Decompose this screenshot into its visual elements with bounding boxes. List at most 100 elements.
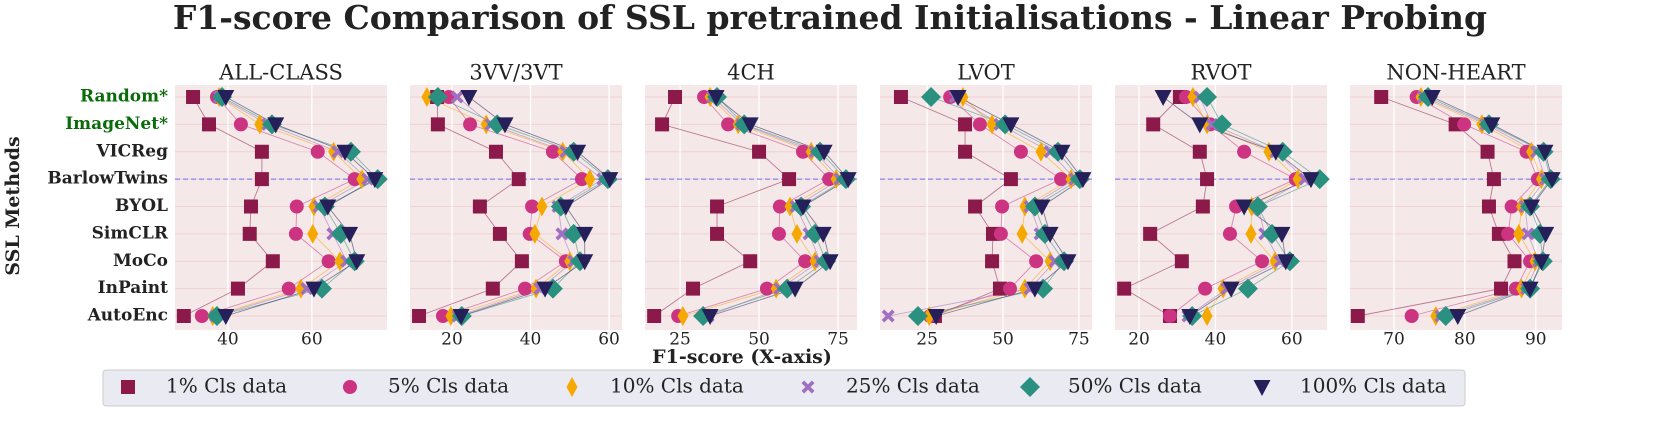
marker-circle	[795, 144, 810, 159]
marker-circle	[771, 226, 786, 241]
marker-thin_diamond	[809, 251, 821, 272]
marker-circle	[1237, 144, 1252, 159]
marker-square	[176, 309, 191, 323]
marker-circle	[972, 117, 987, 132]
x-tick-label: 40	[217, 330, 239, 350]
marker-triangle_down	[701, 309, 719, 325]
marker-circle	[721, 117, 736, 132]
x-tick-label: 80	[1454, 330, 1476, 350]
marker-circle	[798, 254, 813, 269]
marker-thin_diamond	[328, 141, 340, 162]
legend-label: 100% Cls data	[1300, 374, 1447, 398]
marker-triangle_down	[1521, 281, 1539, 298]
marker-square	[710, 226, 725, 241]
marker-triangle_down	[1543, 172, 1561, 189]
x-tick-label: 40	[520, 330, 542, 350]
marker-square	[1374, 90, 1389, 104]
marker-triangle_down	[1154, 90, 1172, 106]
marker-square	[472, 199, 487, 214]
marker-thin_diamond	[529, 223, 541, 244]
marker-thin_diamond	[564, 251, 576, 272]
marker-triangle_down	[1191, 117, 1209, 134]
y-tick-label: BarlowTwins	[47, 169, 168, 189]
panel-title: ALL-CLASS	[218, 61, 343, 85]
marker-circle	[759, 281, 774, 296]
marker-thin_diamond	[1245, 223, 1257, 244]
marker-square	[1350, 309, 1365, 323]
marker-square	[1481, 199, 1496, 214]
marker-triangle_down	[821, 254, 839, 271]
legend-box	[102, 369, 1466, 407]
marker-triangle_down	[1053, 144, 1071, 161]
x-tick-label: 40	[1205, 330, 1227, 350]
marker-square	[488, 144, 503, 159]
marker-triangle_down	[601, 172, 619, 189]
marker-circle	[993, 226, 1008, 241]
marker-triangle_down	[1523, 199, 1541, 216]
marker-circle	[1013, 144, 1028, 159]
marker-triangle_down	[366, 172, 384, 189]
marker-square	[1003, 172, 1018, 187]
marker-triangle_down	[1532, 254, 1550, 271]
marker-triangle_down	[815, 144, 833, 161]
marker-square	[668, 90, 683, 104]
marker-triangle_down	[814, 226, 832, 243]
marker-triangle_down	[217, 309, 235, 325]
legend-marker	[343, 380, 357, 394]
marker-square	[1192, 144, 1207, 159]
marker-triangle_down	[1074, 172, 1092, 189]
marker-triangle_down	[319, 199, 337, 216]
marker-thin_diamond	[770, 278, 782, 299]
marker-square	[743, 254, 758, 269]
marker-triangle_down	[1273, 226, 1291, 243]
legend-label: 5% Cls data	[388, 374, 509, 398]
x-tick-label: 20	[1128, 330, 1150, 350]
marker-x	[450, 90, 464, 104]
marker-triangle_down	[1181, 309, 1199, 325]
y-tick-label: Random*	[80, 87, 168, 107]
marker-circle	[233, 117, 248, 132]
marker-triangle_down	[217, 90, 235, 106]
marker-square	[254, 144, 269, 159]
marker-square	[710, 199, 725, 214]
legend-marker	[1020, 377, 1040, 397]
x-tick-label: 25	[916, 330, 938, 350]
legend-marker	[1253, 380, 1271, 396]
marker-square	[1195, 199, 1210, 214]
x-tick-label: 75	[827, 330, 849, 350]
marker-triangle_down	[348, 254, 366, 271]
marker-circle	[1163, 309, 1178, 323]
y-tick-label: BYOL	[115, 196, 168, 216]
x-tick-label: 60	[598, 330, 620, 350]
marker-triangle_down	[1235, 199, 1253, 216]
marker-thin_diamond	[1201, 306, 1213, 326]
marker-thin_diamond	[307, 223, 319, 244]
marker-square	[1174, 254, 1189, 269]
marker-thin_diamond	[1044, 251, 1056, 272]
x-tick-label: 50	[992, 330, 1014, 350]
marker-diamond	[427, 87, 448, 107]
marker-triangle_down	[794, 199, 812, 216]
marker-square	[752, 144, 767, 159]
marker-triangle_down	[496, 117, 514, 134]
marker-square	[186, 90, 201, 104]
panel-background	[410, 85, 622, 330]
panel-title: LVOT	[957, 61, 1014, 85]
marker-square	[230, 281, 245, 296]
panel-title: 4CH	[727, 61, 775, 85]
x-tick-label: 60	[1281, 330, 1303, 350]
marker-circle	[194, 309, 209, 323]
marker-triangle_down	[1537, 226, 1555, 243]
legend-label: 50% Cls data	[1068, 374, 1202, 398]
marker-square	[686, 281, 701, 296]
x-tick-label: 20	[441, 330, 463, 350]
x-axis-label: F1-score (X-axis)	[652, 346, 832, 368]
y-axis-label: SSL Methods	[2, 136, 24, 275]
marker-triangle_down	[267, 117, 285, 134]
marker-triangle_down	[707, 90, 725, 106]
marker-thin_diamond	[1035, 141, 1047, 162]
x-tick-label: 50	[748, 330, 770, 350]
marker-square	[1507, 254, 1522, 269]
marker-square	[243, 199, 258, 214]
